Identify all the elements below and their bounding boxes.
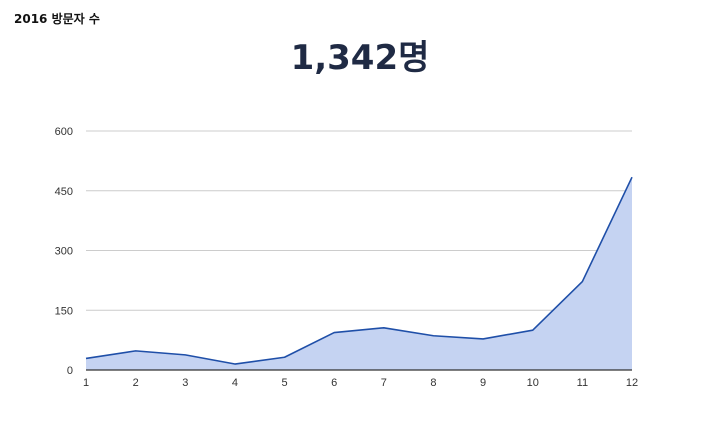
series-area-fill <box>86 177 632 370</box>
x-tick-label-5: 5 <box>281 377 287 389</box>
area-layer <box>85 176 634 370</box>
y-tick-label-450: 450 <box>55 186 73 198</box>
x-tick-label-12: 12 <box>626 377 638 389</box>
data-point-6 <box>333 331 336 334</box>
data-point-12 <box>631 176 634 179</box>
data-point-9 <box>482 337 485 340</box>
x-tick-label-2: 2 <box>133 377 139 389</box>
x-tick-label-10: 10 <box>527 377 539 389</box>
x-tick-label-6: 6 <box>331 377 337 389</box>
y-tick-label-600: 600 <box>55 126 73 138</box>
visitor-total-headline: 1,342명 <box>290 38 430 78</box>
data-point-1 <box>85 357 88 360</box>
x-tick-label-9: 9 <box>480 377 486 389</box>
data-point-8 <box>432 334 435 337</box>
grid-layer <box>86 130 632 311</box>
x-tick-label-4: 4 <box>232 377 238 389</box>
x-tick-label-1: 1 <box>83 377 89 389</box>
data-point-11 <box>581 280 584 283</box>
y-tick-label-150: 150 <box>55 305 73 317</box>
chart-header-title: 2016 방문자 수 <box>14 12 100 26</box>
data-point-7 <box>382 326 385 329</box>
x-tick-label-3: 3 <box>182 377 188 389</box>
y-tick-label-0: 0 <box>67 365 73 377</box>
x-tick-label-7: 7 <box>381 377 387 389</box>
series-line <box>85 176 633 365</box>
y-tick-label-300: 300 <box>55 246 73 258</box>
data-point-2 <box>134 349 137 352</box>
data-point-5 <box>283 356 286 359</box>
data-point-4 <box>233 363 236 366</box>
data-point-10 <box>531 329 534 332</box>
x-tick-label-8: 8 <box>430 377 436 389</box>
x-tick-label-11: 11 <box>577 377 588 389</box>
data-point-3 <box>184 353 187 356</box>
